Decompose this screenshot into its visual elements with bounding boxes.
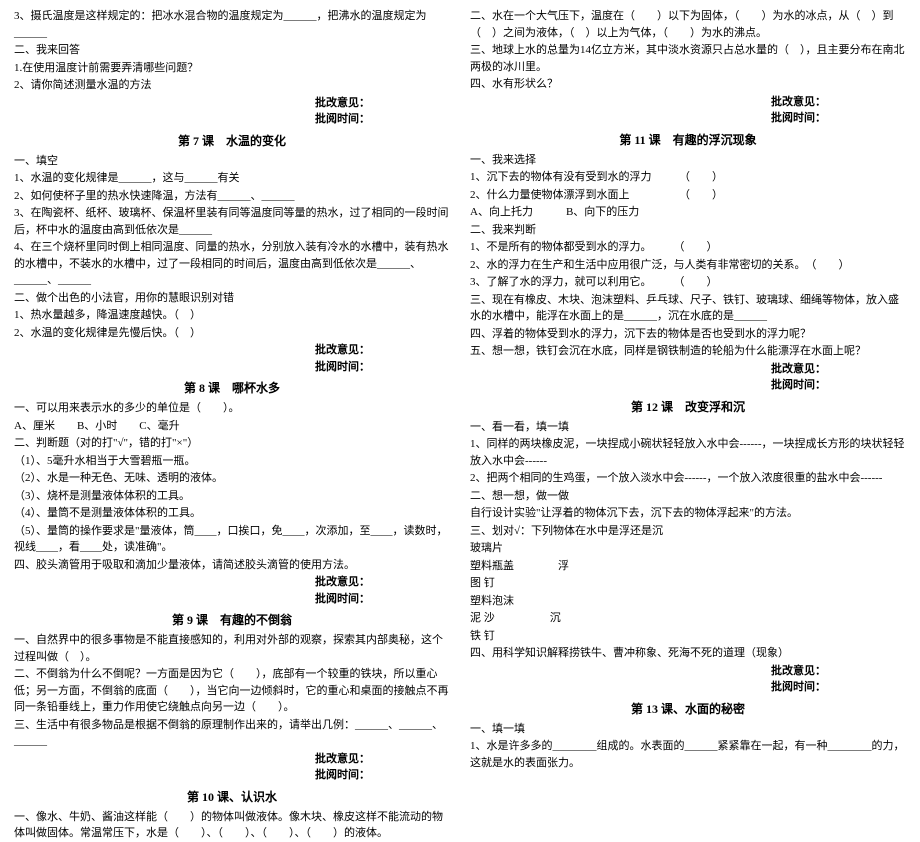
- text: 一、像水、牛奶、酱油这样能（ ）的物体叫做液体。像木块、橡皮这样不能流动的物体叫…: [14, 809, 450, 842]
- text: 自行设计实验"让浮着的物体沉下去，沉下去的物体浮起来"的方法。: [470, 505, 906, 522]
- text: 三、现在有橡皮、木块、泡沫塑料、乒乓球、尺子、铁钉、玻璃球、细绳等物体，放入盛水…: [470, 292, 906, 325]
- text: 2、什么力量使物体漂浮到水面上 （ ）: [470, 187, 906, 204]
- review-time: 批阅时间：: [470, 110, 906, 127]
- text: 五、想一想，铁钉会沉在水底，同样是钢铁制造的轮船为什么能漂浮在水面上呢？: [470, 343, 906, 360]
- text: 一、填一填: [470, 721, 906, 738]
- text: 1、水是许多多的________组成的。水表面的______紧紧靠在一起，有一种…: [470, 738, 906, 771]
- text: 1.在使用温度计前需要弄清哪些问题？: [14, 60, 450, 77]
- text: （2）、水是一种无色、无味、透明的液体。: [14, 470, 450, 487]
- lesson11-title: 第 11 课 有趣的浮沉现象: [470, 131, 906, 149]
- text: 二、做个出色的小法官，用你的慧眼识别对错: [14, 290, 450, 307]
- left-column: 3、摄氏温度是这样规定的：把冰水混合物的温度规定为______，把沸水的温度规定…: [14, 8, 450, 643]
- text: 一、自然界中的很多事物是不能直接感知的，利用对外部的观察，探索其内部奥秘，这个过…: [14, 632, 450, 665]
- text: 1、热水量越多，降温速度越快。（ ）: [14, 307, 450, 324]
- text: 三、地球上水的总量为14亿立方米，其中淡水资源只占总水量的（ ），且主要分布在南…: [470, 42, 906, 75]
- review-time: 批阅时间：: [14, 359, 450, 376]
- lesson10-title: 第 10 课、认识水: [14, 788, 450, 806]
- review-note: 批改意见：: [470, 663, 906, 680]
- review-note: 批改意见：: [14, 95, 450, 112]
- text: 3、摄氏温度是这样规定的：把冰水混合物的温度规定为______，把沸水的温度规定…: [14, 8, 450, 41]
- text: A、厘米 B、小时 C、毫升: [14, 418, 450, 435]
- text: 4、在三个烧杯里同时倒上相同温度、同量的热水，分别放入装有冷水的水槽中，装有热水…: [14, 239, 450, 289]
- text: 2、把两个相同的生鸡蛋，一个放入淡水中会------，一个放入浓度很重的盐水中会…: [470, 470, 906, 487]
- text: 二、我来判断: [470, 222, 906, 239]
- text: A、向上托力 B、向下的压力: [470, 204, 906, 221]
- review-time: 批阅时间：: [14, 111, 450, 128]
- text: 二、水在一个大气压下，温度在（ ）以下为固体，（ ）为水的冰点，从（ ）到（ ）…: [470, 8, 906, 41]
- review-time: 批阅时间：: [14, 767, 450, 784]
- text: 二、我来回答: [14, 42, 450, 59]
- lesson12-title: 第 12 课 改变浮和沉: [470, 398, 906, 416]
- review-time: 批阅时间：: [14, 591, 450, 608]
- text: 3、了解了水的浮力，就可以利用它。 （ ）: [470, 274, 906, 291]
- text: 四、浮着的物体受到水的浮力，沉下去的物体是否也受到水的浮力呢？: [470, 326, 906, 343]
- text: 四、胶头滴管用于吸取和滴加少量液体，请简述胶头滴管的使用方法。: [14, 557, 450, 574]
- lesson9-title: 第 9 课 有趣的不倒翁: [14, 611, 450, 629]
- text: 1、同样的两块橡皮泥，一块捏成小碗状轻轻放入水中会------，一块捏成长方形的…: [470, 436, 906, 469]
- text: 2、水的浮力在生产和生活中应用很广泛，与人类有非常密切的关系。 （ ）: [470, 257, 906, 274]
- review-note: 批改意见：: [470, 94, 906, 111]
- lesson7-title: 第 7 课 水温的变化: [14, 132, 450, 150]
- text: 二、不倒翁为什么不倒呢？一方面是因为它（ ），底部有一个较重的铁块，所以重心低；…: [14, 666, 450, 716]
- text: 一、我来选择: [470, 152, 906, 169]
- text: 三、生活中有很多物品是根据不倒翁的原理制作出来的，请举出几例：______、__…: [14, 717, 450, 750]
- text: 三、划对√：下列物体在水中是浮还是沉: [470, 523, 906, 540]
- text: 玻璃片: [470, 540, 906, 557]
- text: 一、看一看，填一填: [470, 419, 906, 436]
- right-column: 二、水在一个大气压下，温度在（ ）以下为固体，（ ）为水的冰点，从（ ）到（ ）…: [470, 8, 906, 643]
- review-time: 批阅时间：: [470, 679, 906, 696]
- text: 二、判断题（对的打"√"，错的打"×"）: [14, 435, 450, 452]
- text: 一、可以用来表示水的多少的单位是（ ）。: [14, 400, 450, 417]
- text: （4）、量筒不是测量液体体积的工具。: [14, 505, 450, 522]
- review-time: 批阅时间：: [470, 377, 906, 394]
- text: 2、如何使杯子里的热水快速降温，方法有______、______: [14, 188, 450, 205]
- text: 泥 沙 沉: [470, 610, 906, 627]
- text: （1）、5毫升水相当于大雪碧瓶一瓶。: [14, 453, 450, 470]
- text: （5）、量筒的操作要求是"量液体，筒____，口挨口，免____，次添加，至__…: [14, 523, 450, 556]
- text: 一、填空: [14, 153, 450, 170]
- text: 铁 钉: [470, 628, 906, 645]
- lesson13-title: 第 13 课、水面的秘密: [470, 700, 906, 718]
- text: 图 钉: [470, 575, 906, 592]
- text: 2、请你简述测量水温的方法: [14, 77, 450, 94]
- text: 1、不是所有的物体都受到水的浮力。 （ ）: [470, 239, 906, 256]
- text: 四、用科学知识解释捞铁牛、曹冲称象、死海不死的道理（现象）: [470, 645, 906, 662]
- text: 1、水温的变化规律是______，这与______有关: [14, 170, 450, 187]
- lesson8-title: 第 8 课 哪杯水多: [14, 379, 450, 397]
- review-note: 批改意见：: [14, 574, 450, 591]
- text: 塑料瓶盖 浮: [470, 558, 906, 575]
- review-note: 批改意见：: [14, 342, 450, 359]
- text: 1、沉下去的物体有没有受到水的浮力 （ ）: [470, 169, 906, 186]
- review-note: 批改意见：: [14, 751, 450, 768]
- text: 四、水有形状么？: [470, 76, 906, 93]
- review-note: 批改意见：: [470, 361, 906, 378]
- text: 3、在陶瓷杯、纸杯、玻璃杯、保温杯里装有同等温度同等量的热水，过了相同的一段时间…: [14, 205, 450, 238]
- text: （3）、烧杯是测量液体体积的工具。: [14, 488, 450, 505]
- text: 二、想一想，做一做: [470, 488, 906, 505]
- text: 2、水温的变化规律是先慢后快。（ ）: [14, 325, 450, 342]
- text: 塑料泡沫: [470, 593, 906, 610]
